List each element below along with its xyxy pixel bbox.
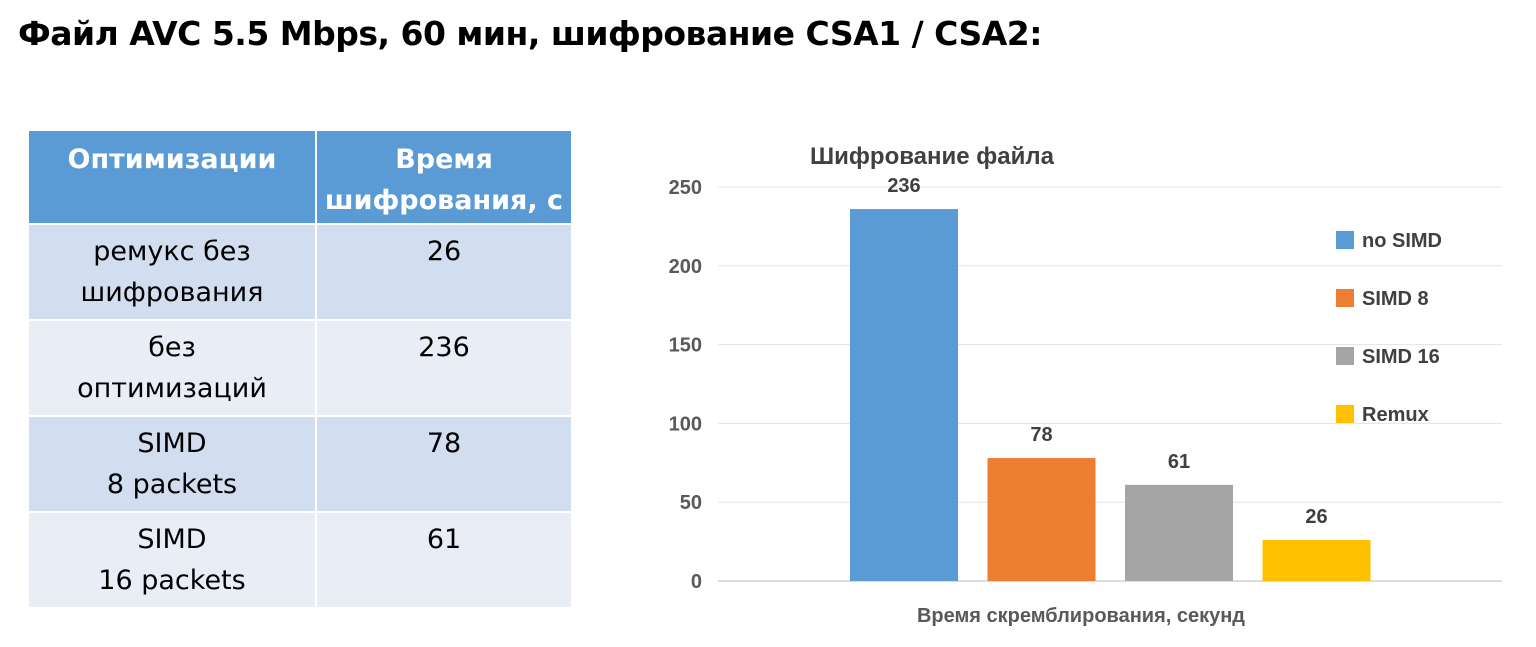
- chart-legend: no SIMD SIMD 8 SIMD 16 Remux: [1336, 230, 1442, 426]
- y-tick-label: 200: [669, 256, 702, 278]
- legend-label: no SIMD: [1362, 230, 1442, 252]
- legend-swatch: [1336, 231, 1354, 249]
- row-name-line: 8 packets: [106, 469, 238, 500]
- chart-gridlines: 0 50 100 150 200 250: [669, 177, 1502, 593]
- y-tick-label: 250: [669, 177, 702, 199]
- table-row: ремукс без шифрования 26: [27, 223, 573, 321]
- row-time-value: 26: [315, 223, 573, 321]
- bar: [850, 209, 958, 581]
- row-optimization-name: SIMD 16 packets: [27, 511, 317, 609]
- legend-label: SIMD 8: [1362, 288, 1429, 310]
- legend-swatch: [1336, 347, 1354, 365]
- bar: [1262, 540, 1371, 581]
- header-time-line-1: Время: [395, 144, 493, 175]
- row-time-text: 26: [426, 236, 462, 267]
- row-time-value: 236: [315, 319, 573, 417]
- bar-data-label: 236: [887, 175, 920, 197]
- optimization-table: Оптимизации Время шифрования, с ремукс б…: [27, 129, 573, 609]
- row-name-line: SIMD: [137, 524, 207, 555]
- legend-swatch: [1336, 289, 1354, 307]
- bar: [987, 458, 1096, 581]
- row-optimization-name: ремукс без шифрования: [27, 223, 317, 321]
- row-time-value: 61: [315, 511, 573, 609]
- row-time-value: 78: [315, 415, 573, 513]
- row-time-text: 78: [426, 428, 462, 459]
- bar-data-label: 78: [1030, 424, 1052, 446]
- y-tick-label: 150: [669, 335, 702, 357]
- legend-label: Remux: [1362, 404, 1429, 426]
- y-tick-label: 0: [691, 571, 702, 593]
- encryption-bar-chart: Шифрование файла 0 50 100 150 200 250 236 78 61…: [669, 143, 1502, 627]
- chart-title: Шифрование файла: [810, 143, 1055, 170]
- legend-swatch: [1336, 405, 1354, 423]
- slide-title: Файл AVC 5.5 Mbps, 60 мин, шифрование CS…: [18, 14, 1042, 53]
- row-name-line: шифрования: [80, 277, 264, 308]
- bar: [1125, 484, 1233, 581]
- row-time-text: 236: [418, 332, 470, 363]
- x-axis-title: Время скремблирования, секунд: [917, 605, 1245, 627]
- row-time-text: 61: [426, 524, 462, 555]
- header-encryption-time: Время шифрования, с: [315, 129, 573, 225]
- table-row: без оптимизаций 236: [27, 319, 573, 417]
- row-name-line: SIMD: [137, 428, 207, 459]
- row-name-line: оптимизаций: [77, 373, 267, 404]
- bar-data-label: 26: [1305, 506, 1327, 528]
- table-row: SIMD 8 packets 78: [27, 415, 573, 513]
- row-optimization-name: без оптимизаций: [27, 319, 317, 417]
- y-tick-label: 50: [680, 492, 702, 514]
- bar-data-label: 61: [1168, 451, 1190, 473]
- header-optimizations-text: Оптимизации: [67, 144, 277, 175]
- table-row: SIMD 16 packets 61: [27, 511, 573, 609]
- row-name-line: без: [148, 332, 196, 363]
- header-optimizations: Оптимизации: [27, 129, 317, 225]
- row-optimization-name: SIMD 8 packets: [27, 415, 317, 513]
- table-header-row: Оптимизации Время шифрования, с: [27, 129, 573, 225]
- row-name-line: ремукс без: [93, 236, 251, 267]
- y-tick-label: 100: [669, 413, 702, 435]
- row-name-line: 16 packets: [98, 565, 246, 596]
- legend-label: SIMD 16: [1362, 346, 1440, 368]
- header-time-line-2: шифрования, с: [324, 185, 564, 216]
- chart-bars: 236 78 61 26: [850, 175, 1371, 581]
